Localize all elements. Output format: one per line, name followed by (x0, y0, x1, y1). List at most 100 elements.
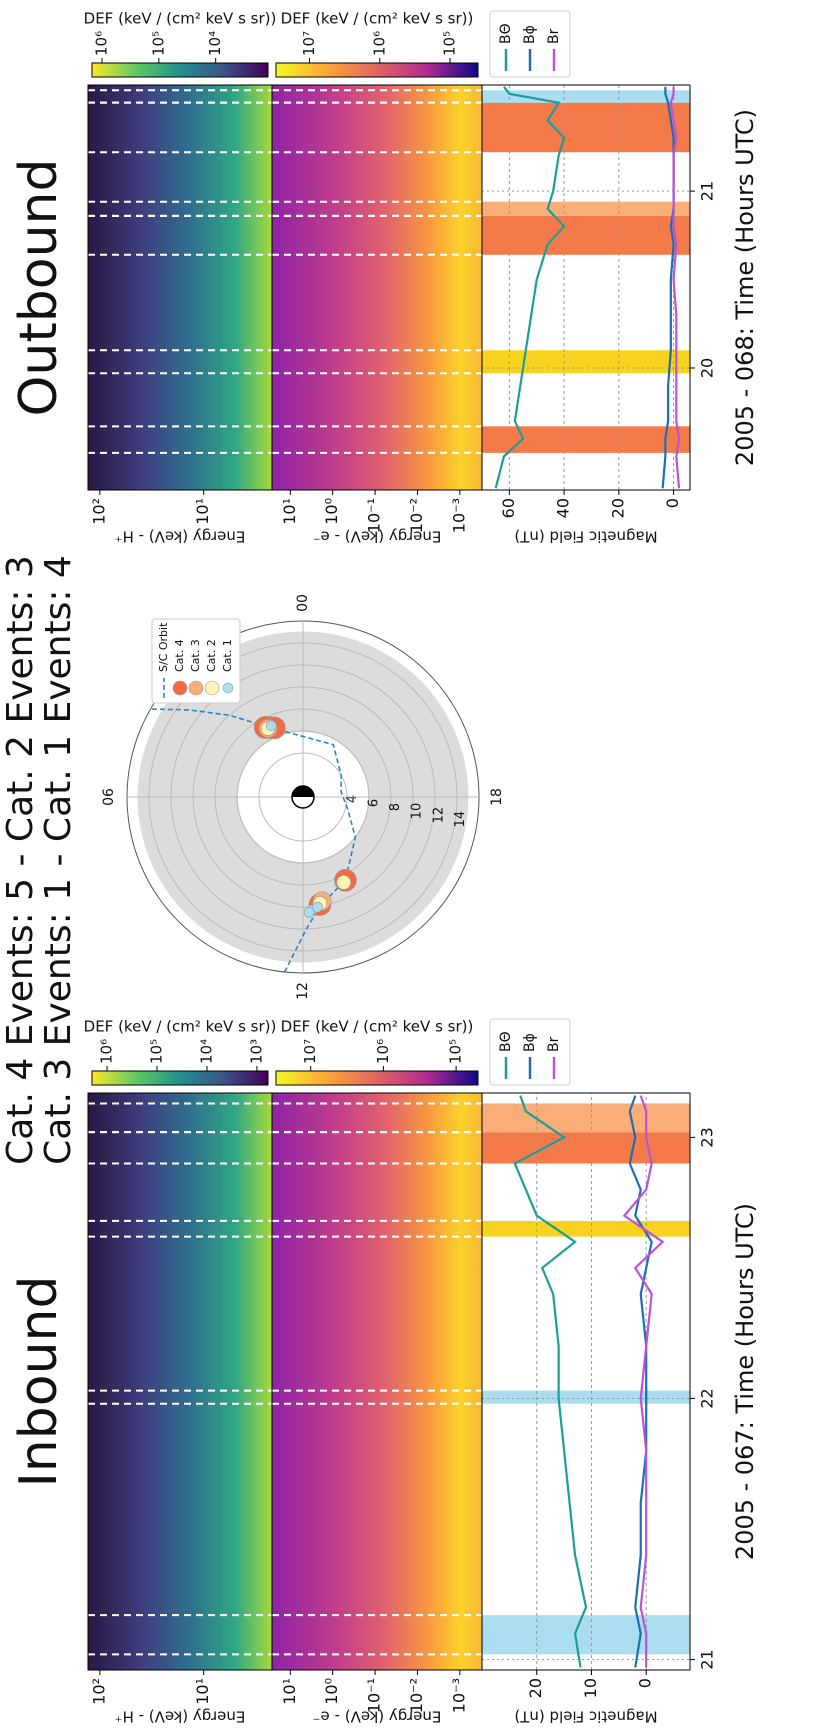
y-tick-label: 10¹ (280, 498, 299, 525)
colorbar (276, 1071, 478, 1085)
y-tick-label: 10¹ (193, 1678, 212, 1705)
x-axis-label: 2005 - 068: Time (Hours UTC) (731, 109, 759, 466)
y-tick-label: 10² (89, 498, 108, 525)
spectrogram (88, 1093, 272, 1670)
colorbar-tick-label: 10⁶ (374, 1039, 392, 1064)
legend-label: BΘ (498, 23, 514, 44)
x-tick-label: 20 (698, 358, 717, 378)
colorbar-tick-label: 10⁶ (93, 31, 111, 56)
panel-title: Outbound (9, 158, 69, 416)
legend-label: Br (546, 28, 562, 44)
panel-frame (482, 1093, 690, 1670)
event-marker (266, 721, 276, 731)
y-tick-label: 20 (608, 498, 627, 518)
y-tick-label: 20 (526, 1678, 545, 1698)
colorbar-tick-label: 10⁵ (447, 1039, 465, 1064)
event-band (482, 202, 690, 216)
r-tick-label: 8 (388, 803, 403, 811)
event-band (482, 350, 690, 373)
legend-label: Bϕ (522, 1033, 538, 1052)
colorbar (276, 63, 478, 77)
legend-label: Bϕ (522, 25, 538, 44)
y-tick-label: 10⁰ (322, 498, 341, 525)
y-tick-label: 10⁻³ (449, 1678, 468, 1713)
legend-swatch (173, 681, 187, 695)
legend-label: BΘ (498, 1031, 514, 1052)
y-tick-label: 60 (499, 498, 518, 518)
event-band (482, 216, 690, 255)
colorbar (92, 63, 268, 77)
legend-label: Cat. 2 (205, 639, 218, 672)
y-tick-label: 40 (554, 498, 573, 518)
event-band (482, 90, 690, 102)
r-tick-label: 12 (431, 807, 446, 824)
colorbar-tick-label: 10⁷ (300, 31, 318, 56)
y-tick-label: 0 (636, 1678, 655, 1688)
theta-tick-label: 00 (295, 594, 311, 612)
r-tick-label: 4 (345, 795, 360, 803)
x-tick-label: 22 (698, 1388, 717, 1408)
y-tick-label: 10² (89, 1678, 108, 1705)
colorbar-tick-label: 10⁴ (197, 1039, 215, 1064)
field-line (624, 1096, 662, 1668)
event-band (482, 1221, 690, 1237)
legend-label: Cat. 3 (189, 639, 202, 672)
event-marker (304, 907, 314, 917)
colorbar-tick-label: 10⁷ (301, 1039, 319, 1064)
colorbar-label: DEF (keV / (cm² keV s sr)) (84, 10, 277, 28)
r-tick-label: 6 (366, 799, 381, 807)
figure: Cat. 4 Events: 5 - Cat. 2 Events: 3 Cat.… (0, 0, 820, 1733)
theta-tick-label: 06 (101, 788, 117, 806)
colorbar-tick-label: 10⁵ (441, 31, 459, 56)
y-axis-label: Magnetic Field (nT) (514, 528, 657, 546)
spectrogram (272, 85, 482, 490)
x-tick-label: 21 (698, 181, 717, 201)
event-band (482, 1615, 690, 1654)
y-axis-label: Energy (keV) - e⁻ (313, 1708, 442, 1726)
event-band (482, 103, 690, 153)
y-axis-label: Energy (keV) - H⁺ (115, 528, 246, 546)
x-tick-label: 21 (698, 1649, 717, 1669)
x-axis-label: 2005 - 067: Time (Hours UTC) (731, 1203, 759, 1560)
legend-label: S/C Orbit (157, 622, 170, 672)
legend-label: Cat. 4 (173, 639, 186, 672)
theta-tick-label: 18 (489, 788, 505, 806)
field-line (515, 1096, 586, 1668)
spectrogram (88, 85, 272, 490)
header-line: Cat. 3 Events: 1 - Cat. 1 Events: 4 (38, 555, 79, 1165)
colorbar-label: DEF (keV / (cm² keV s sr)) (281, 1018, 474, 1036)
header-line: Cat. 4 Events: 5 - Cat. 2 Events: 3 (0, 555, 41, 1165)
y-tick-label: 10⁻³ (449, 498, 468, 533)
body: {"header": {"lines": ["Cat. 4 Events: 5 … (0, 0, 820, 1733)
event-band (482, 1103, 690, 1132)
y-axis-label: Energy (keV) - H⁺ (115, 1708, 246, 1726)
legend-swatch (223, 683, 233, 693)
panel-title: Inbound (9, 1275, 69, 1487)
colorbar-tick-label: 10⁵ (147, 1039, 165, 1064)
y-tick-label: 10¹ (280, 1678, 299, 1705)
colorbar-label: DEF (keV / (cm² keV s sr)) (281, 10, 474, 28)
colorbar-tick-label: 10⁶ (98, 1039, 116, 1064)
legend-swatch (205, 681, 219, 695)
colorbar-label: DEF (keV / (cm² keV s sr)) (84, 1018, 277, 1036)
colorbar (92, 1071, 268, 1085)
r-tick-label: 10 (410, 803, 425, 820)
rotated-figure: Cat. 4 Events: 5 - Cat. 2 Events: 3 Cat.… (0, 10, 759, 1726)
y-tick-label: 0 (663, 498, 682, 508)
x-tick-label: 23 (698, 1127, 717, 1147)
colorbar-tick-label: 10⁶ (370, 31, 388, 56)
theta-tick-label: 12 (295, 982, 311, 1000)
y-tick-label: 10⁰ (322, 1678, 341, 1705)
y-tick-label: 10 (581, 1678, 600, 1698)
colorbar-tick-label: 10⁴ (206, 31, 224, 56)
event-band (482, 1391, 690, 1404)
event-marker (337, 875, 351, 889)
colorbar-tick-label: 10⁵ (149, 31, 167, 56)
y-axis-label: Energy (keV) - e⁻ (313, 528, 442, 546)
legend-label: Cat. 1 (221, 639, 234, 672)
event-band (482, 1132, 690, 1163)
legend-label: Br (546, 1036, 562, 1052)
colorbar-tick-label: 10³ (247, 1039, 265, 1064)
spectrogram (272, 1093, 482, 1670)
r-tick-label: 14 (453, 811, 468, 828)
